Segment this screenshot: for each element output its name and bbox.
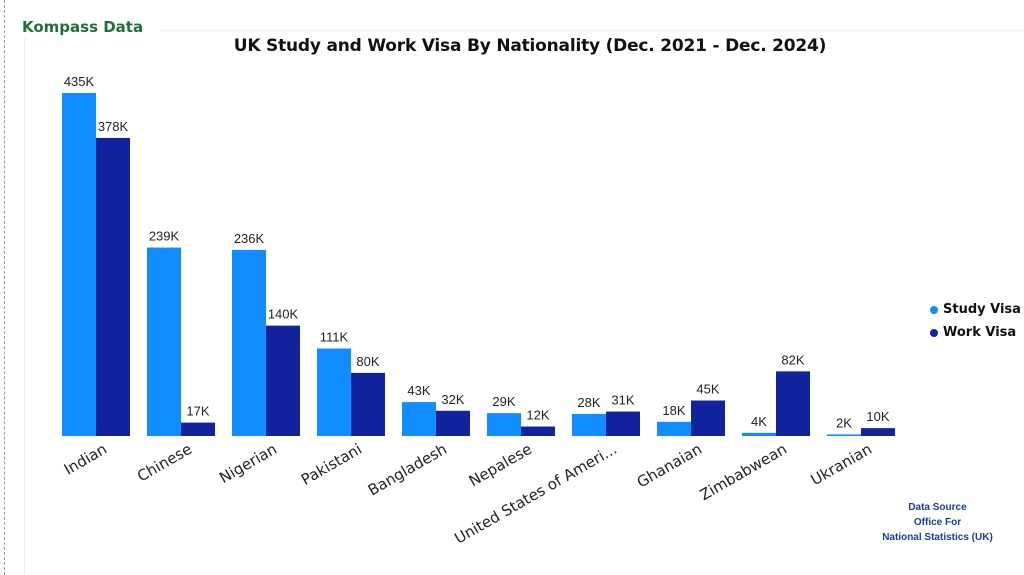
x-tick-label-7: Ghanaian (634, 440, 705, 492)
bar-work-7[interactable] (691, 400, 725, 436)
bar-study-7[interactable] (657, 421, 691, 436)
x-tick-label-4: Bangladesh (365, 440, 450, 500)
chart-title: UK Study and Work Visa By Nationality (D… (233, 36, 827, 56)
data-label-work-4: 32K (441, 392, 464, 407)
bar-study-8[interactable] (742, 432, 776, 436)
x-tick-label-6: United States of Ameri... (451, 440, 620, 548)
data-label-study-7: 18K (662, 403, 685, 418)
data-label-study-2: 236K (234, 231, 265, 246)
bar-study-2[interactable] (232, 249, 266, 436)
bar-study-6[interactable] (572, 413, 606, 436)
left-border (4, 0, 5, 575)
data-label-work-5: 12K (526, 408, 549, 423)
data-label-work-0: 378K (98, 119, 129, 134)
x-tick-label-8: Zimbabwean (697, 440, 790, 504)
data-label-study-8: 4K (751, 414, 767, 429)
bar-work-1[interactable] (181, 422, 215, 436)
brand-logo-text: Kompass Data (22, 18, 144, 36)
bar-study-5[interactable] (487, 413, 521, 436)
source-line-3: National Statistics (UK) (882, 532, 993, 543)
legend-dot-study (930, 305, 938, 314)
bar-study-0[interactable] (62, 93, 96, 436)
data-label-work-1: 17K (186, 404, 209, 419)
data-label-study-0: 435K (64, 74, 95, 89)
bar-study-4[interactable] (402, 402, 436, 436)
chart-legend: Study Visa Work Visa (930, 298, 1021, 344)
data-label-study-1: 239K (149, 229, 180, 244)
data-label-work-9: 10K (866, 409, 889, 424)
bar-work-2[interactable] (266, 325, 300, 436)
source-line-2: Office For (913, 517, 962, 528)
data-source-note: Data Source Office For National Statisti… (860, 500, 1015, 545)
data-label-study-3: 111K (320, 329, 349, 344)
data-label-work-7: 45K (696, 382, 719, 397)
legend-item-study[interactable]: Study Visa (930, 298, 1021, 321)
legend-label-study: Study Visa (943, 302, 1021, 317)
bar-work-6[interactable] (606, 411, 640, 436)
x-tick-label-0: Indian (61, 440, 110, 479)
x-tick-label-3: Pakistani (298, 440, 365, 489)
legend-dot-work (930, 328, 938, 337)
x-tick-label-1: Chinese (134, 440, 195, 486)
bar-work-0[interactable] (96, 137, 130, 436)
data-label-study-4: 43K (407, 383, 430, 398)
x-tick-label-9: Ukranian (808, 440, 875, 489)
bar-work-9[interactable] (861, 428, 895, 436)
data-label-study-9: 2K (836, 415, 852, 430)
legend-label-work: Work Visa (943, 325, 1017, 340)
bar-work-5[interactable] (521, 426, 555, 436)
data-label-study-6: 28K (577, 395, 600, 410)
source-line-1: Data Source (908, 502, 967, 513)
panel-divider (24, 38, 25, 575)
data-label-work-3: 80K (356, 354, 379, 369)
bar-study-1[interactable] (147, 247, 181, 436)
header-rule (160, 30, 1024, 31)
data-label-work-8: 82K (781, 352, 804, 367)
bar-work-3[interactable] (351, 372, 385, 436)
x-tick-label-5: Nepalese (466, 440, 535, 490)
bar-study-3[interactable] (317, 348, 351, 436)
data-label-study-5: 29K (492, 394, 515, 409)
legend-item-work[interactable]: Work Visa (930, 321, 1021, 344)
data-label-work-6: 31K (611, 393, 634, 408)
data-label-work-2: 140K (268, 307, 299, 322)
bar-work-4[interactable] (436, 410, 470, 436)
bar-study-9[interactable] (827, 434, 861, 436)
bar-work-8[interactable] (776, 371, 810, 436)
x-tick-label-2: Nigerian (216, 440, 280, 487)
